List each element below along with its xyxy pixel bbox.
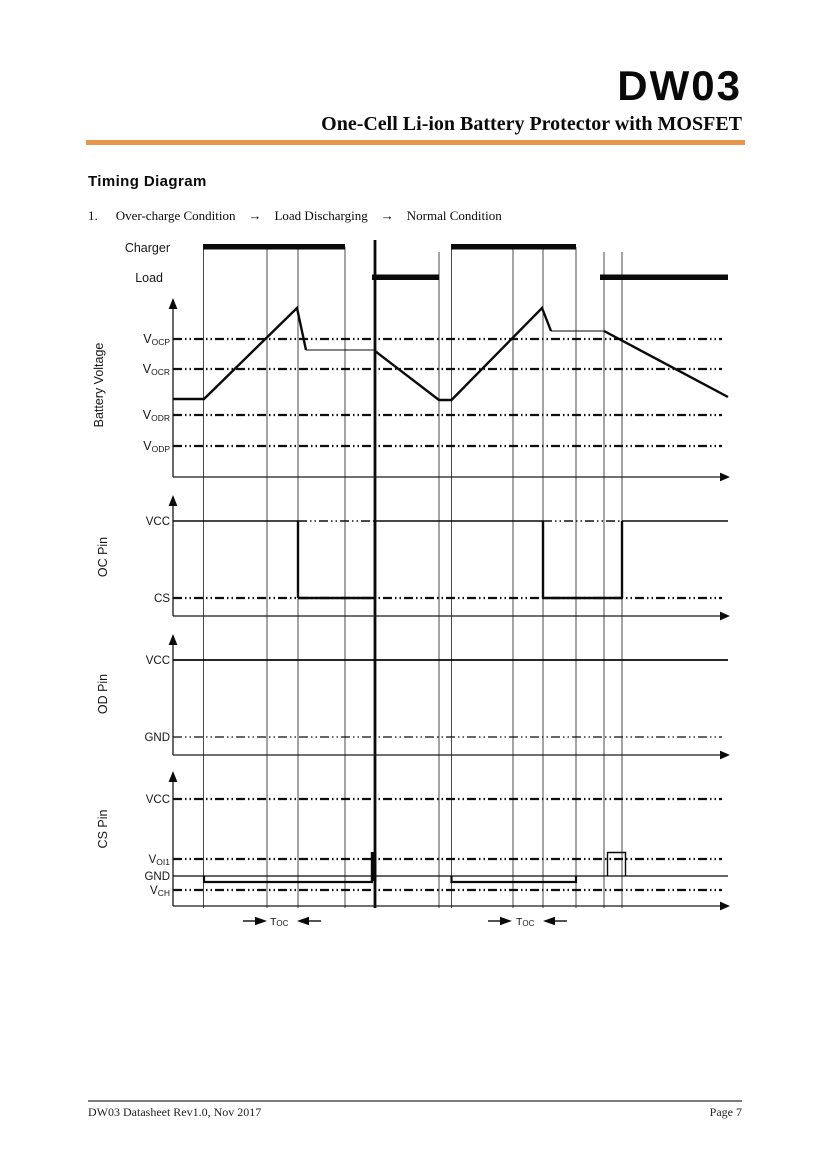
battery-waveform xyxy=(173,305,308,401)
product-title: DW03 xyxy=(617,62,742,109)
cs-gnd-label: GND xyxy=(144,871,170,883)
od-pin-section: OD Pin VCC GND xyxy=(96,634,730,760)
cs-release-pulse-2 xyxy=(606,851,627,876)
axis-right-arrow-icon xyxy=(720,611,730,621)
footer-page-number: Page 7 xyxy=(709,1105,742,1119)
condition-step-2: Load Discharging xyxy=(274,208,368,223)
condition-line: 1. Over-charge Condition → Load Discharging… xyxy=(88,208,502,224)
toc-annotation: TOC xyxy=(243,916,321,928)
condition-number: 1. xyxy=(88,208,98,223)
dim-right-arrow-icon xyxy=(500,916,512,926)
arrow-right-icon: → xyxy=(248,208,262,223)
dim-left-arrow-icon xyxy=(543,916,555,926)
accent-bar xyxy=(86,140,745,145)
cs-pin-section: CS Pin VCC VOI1 GND VCH TOC xyxy=(96,771,730,928)
section-title: Timing Diagram xyxy=(88,173,207,190)
vocp-label: VOCP xyxy=(143,332,170,347)
axis-up-arrow-icon xyxy=(168,298,178,309)
axis-right-arrow-icon xyxy=(720,472,730,482)
charger-signal: Charger xyxy=(125,241,576,255)
page-footer: DW03 Datasheet Rev1.0, Nov 2017 Page 7 xyxy=(88,1105,742,1120)
axis-up-arrow-icon xyxy=(168,771,178,782)
cs-voi1-label: VOI1 xyxy=(149,854,171,867)
charger-label: Charger xyxy=(125,241,170,255)
axis-right-arrow-icon xyxy=(720,901,730,911)
oc-vcc-label: VCC xyxy=(146,516,170,528)
cs-waveform-charge xyxy=(202,876,373,884)
axis-up-arrow-icon xyxy=(168,634,178,645)
oc-axis-label: OC Pin xyxy=(96,537,110,577)
dim-right-arrow-icon xyxy=(255,916,267,926)
cs-vch-label: VCH xyxy=(150,885,170,898)
arrow-right-icon: → xyxy=(380,208,394,223)
load-label: Load xyxy=(135,271,163,285)
cs-release-pulse xyxy=(370,852,377,881)
oc-pin-section: OC Pin VCC CS xyxy=(96,495,730,621)
od-vcc-label: VCC xyxy=(146,655,170,667)
footer-left: DW03 Datasheet Rev1.0, Nov 2017 xyxy=(88,1105,262,1119)
axis-right-arrow-icon xyxy=(720,750,730,760)
axis-up-arrow-icon xyxy=(168,495,178,506)
od-gnd-label: GND xyxy=(144,732,170,744)
toc-label: TOC xyxy=(516,916,535,928)
cs-axis-label: CS Pin xyxy=(96,810,110,849)
toc-annotation: TOC xyxy=(488,916,567,928)
condition-step-1: Over-charge Condition xyxy=(115,208,236,223)
cs-vcc-label: VCC xyxy=(146,794,170,806)
time-gridlines xyxy=(203,240,623,908)
condition-step-3: Normal Condition xyxy=(406,208,502,223)
battery-axis-label: Battery Voltage xyxy=(92,343,106,428)
cs-waveform-charge xyxy=(450,876,578,884)
od-axis-label: OD Pin xyxy=(96,674,110,714)
toc-label: TOC xyxy=(270,916,289,928)
vocr-label: VOCR xyxy=(143,362,170,377)
dim-left-arrow-icon xyxy=(297,916,309,926)
footer-rule xyxy=(88,1100,742,1102)
load-signal: Load xyxy=(135,271,728,285)
oc-cs-label: CS xyxy=(154,593,170,605)
vodr-label: VODR xyxy=(143,408,170,423)
page-subtitle: One-Cell Li-ion Battery Protector with M… xyxy=(321,113,742,135)
vodp-label: VODP xyxy=(143,439,170,454)
battery-voltage-section: Battery Voltage VOCP VOCR VODR VODP xyxy=(92,298,730,482)
